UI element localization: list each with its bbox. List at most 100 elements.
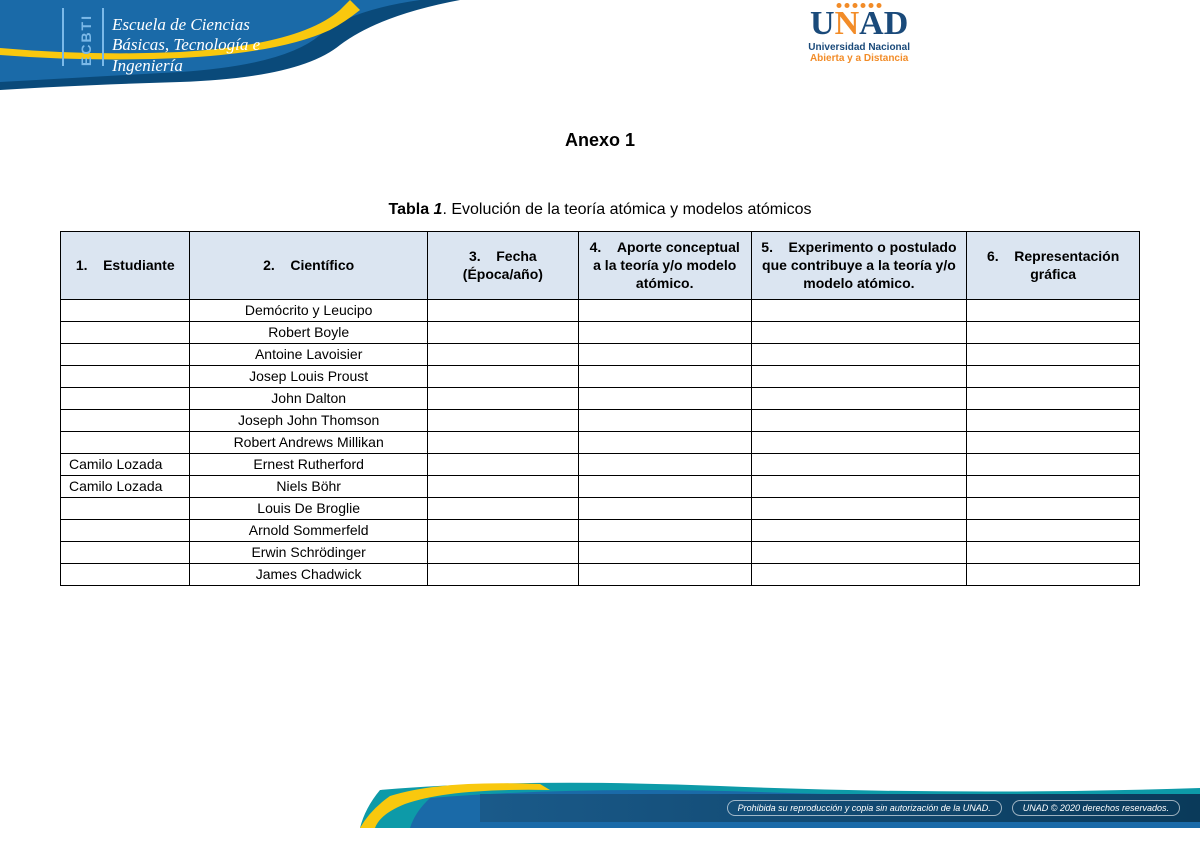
table-cell [967, 343, 1140, 365]
table-cell [61, 563, 190, 585]
table-cell: Demócrito y Leucipo [190, 299, 427, 321]
unad-subtitle: Abierta y a Distancia [808, 53, 910, 65]
table-cell [967, 497, 1140, 519]
table-cell [61, 299, 190, 321]
table-cell: Arnold Sommerfeld [190, 519, 427, 541]
table-cell [427, 409, 578, 431]
table-cell [967, 387, 1140, 409]
table-cell [967, 321, 1140, 343]
table-cell [61, 365, 190, 387]
table-header-row: 1. Estudiante2. Científico3. Fecha (Époc… [61, 232, 1140, 300]
table-cell [751, 299, 967, 321]
table-row: John Dalton [61, 387, 1140, 409]
unad-letter: N [835, 5, 860, 43]
table-cell [61, 343, 190, 365]
table-cell: Camilo Lozada [61, 475, 190, 497]
table-row: Louis De Broglie [61, 497, 1140, 519]
table-cell [967, 409, 1140, 431]
school-line: Básicas, Tecnología e [112, 35, 260, 55]
table-header-cell: 4. Aporte conceptual a la teoría y/o mod… [578, 232, 751, 300]
table-cell [61, 321, 190, 343]
table-cell [967, 563, 1140, 585]
table-header-cell: 3. Fecha (Época/año) [427, 232, 578, 300]
table-cell: Camilo Lozada [61, 453, 190, 475]
table-row: Erwin Schrödinger [61, 541, 1140, 563]
unad-letter: U [810, 5, 835, 43]
table-row: Camilo LozadaNiels Böhr [61, 475, 1140, 497]
table-caption: Tabla 1. Evolución de la teoría atómica … [60, 201, 1140, 219]
ecbti-vertical-label: ECBTI [78, 14, 94, 66]
footer-copyright-notice: Prohibida su reproducción y copia sin au… [727, 800, 1002, 816]
footer-banner: Prohibida su reproducción y copia sin au… [320, 778, 1200, 828]
unad-letter: D [884, 5, 909, 43]
table-cell [578, 343, 751, 365]
table-cell [578, 365, 751, 387]
table-cell [427, 453, 578, 475]
table-cell [578, 453, 751, 475]
unad-letter: A [859, 5, 884, 43]
table-cell [427, 365, 578, 387]
table-cell [427, 387, 578, 409]
table-cell [578, 321, 751, 343]
table-cell [61, 497, 190, 519]
table-row: Arnold Sommerfeld [61, 519, 1140, 541]
table-cell [427, 475, 578, 497]
table-cell [751, 321, 967, 343]
table-header-cell: 2. Científico [190, 232, 427, 300]
table-cell [61, 541, 190, 563]
table-cell [751, 519, 967, 541]
table-cell [427, 563, 578, 585]
table-cell [967, 299, 1140, 321]
table-header-cell: 1. Estudiante [61, 232, 190, 300]
table-cell [751, 541, 967, 563]
table-cell [578, 563, 751, 585]
table-cell [751, 453, 967, 475]
anexo-title: Anexo 1 [60, 130, 1140, 151]
table-cell: Ernest Rutherford [190, 453, 427, 475]
table-row: James Chadwick [61, 563, 1140, 585]
atomic-theory-table: 1. Estudiante2. Científico3. Fecha (Époc… [60, 231, 1140, 586]
table-row: Camilo LozadaErnest Rutherford [61, 453, 1140, 475]
table-cell [751, 431, 967, 453]
table-cell [967, 453, 1140, 475]
table-cell [427, 541, 578, 563]
table-cell [967, 475, 1140, 497]
table-cell [427, 343, 578, 365]
table-cell [427, 497, 578, 519]
table-row: Robert Boyle [61, 321, 1140, 343]
table-cell: Antoine Lavoisier [190, 343, 427, 365]
table-cell [578, 409, 751, 431]
table-cell [751, 343, 967, 365]
table-cell [967, 541, 1140, 563]
table-cell [61, 409, 190, 431]
table-cell [578, 387, 751, 409]
table-cell [427, 519, 578, 541]
table-cell [578, 497, 751, 519]
table-cell [61, 387, 190, 409]
table-header-cell: 6. Representación gráfica [967, 232, 1140, 300]
table-cell [427, 321, 578, 343]
table-cell [751, 387, 967, 409]
school-line: Escuela de Ciencias [112, 15, 260, 35]
table-cell [578, 431, 751, 453]
header-banner: ECBTI Escuela de Ciencias Básicas, Tecno… [0, 0, 1200, 90]
table-cell [61, 431, 190, 453]
table-cell [967, 519, 1140, 541]
table-cell [751, 563, 967, 585]
table-cell [751, 475, 967, 497]
table-cell [967, 431, 1140, 453]
table-cell [578, 541, 751, 563]
table-cell [751, 365, 967, 387]
table-cell: Joseph John Thomson [190, 409, 427, 431]
table-cell: Robert Andrews Millikan [190, 431, 427, 453]
table-row: Josep Louis Proust [61, 365, 1140, 387]
table-cell: John Dalton [190, 387, 427, 409]
unad-subtitle: Universidad Nacional [808, 43, 910, 53]
unad-logo: UNAD Universidad Nacional Abierta y a Di… [808, 5, 910, 65]
table-cell [578, 299, 751, 321]
table-cell: Louis De Broglie [190, 497, 427, 519]
table-cell: Josep Louis Proust [190, 365, 427, 387]
school-name: Escuela de Ciencias Básicas, Tecnología … [112, 15, 260, 76]
table-cell [751, 497, 967, 519]
table-cell [61, 519, 190, 541]
